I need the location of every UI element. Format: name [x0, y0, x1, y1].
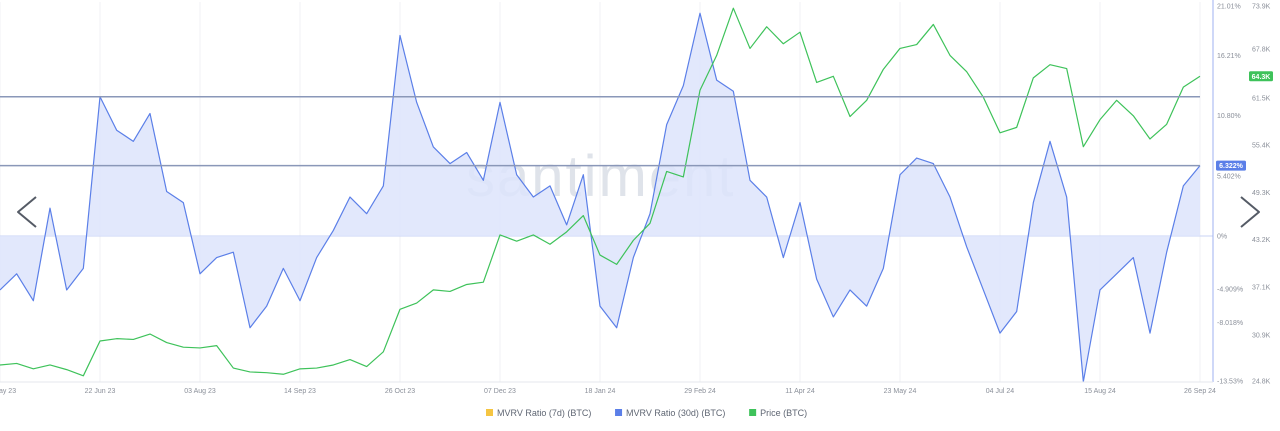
price-line	[0, 7, 1201, 377]
prev-arrow-icon[interactable]	[10, 192, 40, 232]
x-tick-label: 26 Oct 23	[385, 388, 415, 395]
price-tick-label: 49.3K	[1252, 190, 1271, 197]
mvrv-tick-label: 10.80%	[1217, 113, 1241, 120]
mvrv-tick-label: 21.01%	[1217, 4, 1241, 11]
next-arrow-icon[interactable]	[1236, 192, 1266, 232]
x-tick-label: 11 May 23	[0, 388, 16, 395]
x-tick-label: 11 Apr 24	[785, 388, 815, 395]
x-tick-label: 14 Sep 23	[284, 388, 316, 395]
legend-label: MVRV Ratio (30d) (BTC)	[626, 408, 725, 418]
x-tick-label: 18 Jan 24	[585, 388, 616, 395]
mvrv-tick-label: -4.909%	[1217, 286, 1243, 293]
legend-swatch	[615, 409, 623, 416]
price-tick-label: 24.8K	[1252, 379, 1271, 386]
price-tick-label: 37.1K	[1252, 284, 1271, 291]
x-tick-label: 07 Dec 23	[484, 388, 516, 395]
mvrv-30d-series	[0, 12, 1201, 383]
mvrv-30d-area	[0, 13, 1200, 382]
price-current-value: 64.3K	[1252, 74, 1271, 81]
legend-swatch	[749, 409, 757, 416]
legend-label: MVRV Ratio (7d) (BTC)	[497, 408, 591, 418]
legend-label: Price (BTC)	[760, 408, 807, 418]
price-tick-label: 73.9K	[1252, 4, 1271, 11]
x-tick-label: 04 Jul 24	[986, 388, 1015, 395]
mvrv-tick-label: 5.402%	[1217, 173, 1241, 180]
price-series	[0, 7, 1201, 377]
price-tick-label: 55.4K	[1252, 143, 1271, 150]
mvrv-current-value: 6.322%	[1219, 163, 1244, 170]
price-tick-label: 67.8K	[1252, 47, 1271, 54]
price-current-badge	[1249, 71, 1273, 82]
legend-swatch	[486, 409, 493, 416]
legend: MVRV Ratio (7d) (BTC) MVRV Ratio (30d) (B…	[486, 408, 807, 418]
mvrv-30d-line	[0, 12, 1201, 383]
mvrv-current-badge	[1216, 160, 1246, 171]
price-tick-label: 43.2K	[1252, 237, 1271, 244]
mvrv-tick-label: -8.018%	[1217, 320, 1243, 327]
x-tick-label: 26 Sep 24	[1184, 388, 1216, 395]
value-badges: 6.322% 64.3K	[1216, 71, 1273, 171]
mvrv-tick-label: 16.21%	[1217, 53, 1241, 60]
x-axis: 11 May 23 22 Jun 23 03 Aug 23 14 Sep 23 26 O…	[0, 381, 1216, 395]
x-tick-label: 15 Aug 24	[1084, 388, 1116, 395]
x-tick-label: 29 Feb 24	[684, 388, 716, 395]
x-tick-label: 03 Aug 23	[184, 388, 216, 395]
right-axes: 21.01% 16.21% 10.80% 5.402% 0% -4.909% -8.018%…	[1217, 4, 1271, 386]
mvrv-tick-label: -13.53%	[1217, 379, 1243, 386]
x-tick-label: 23 May 24	[884, 388, 917, 395]
price-tick-label: 61.5K	[1252, 95, 1271, 102]
price-tick-label: 30.9K	[1252, 332, 1271, 339]
x-tick-label: 22 Jun 23	[85, 388, 116, 395]
mvrv-tick-label: 0%	[1217, 234, 1227, 241]
reference-lines	[0, 96, 1200, 167]
